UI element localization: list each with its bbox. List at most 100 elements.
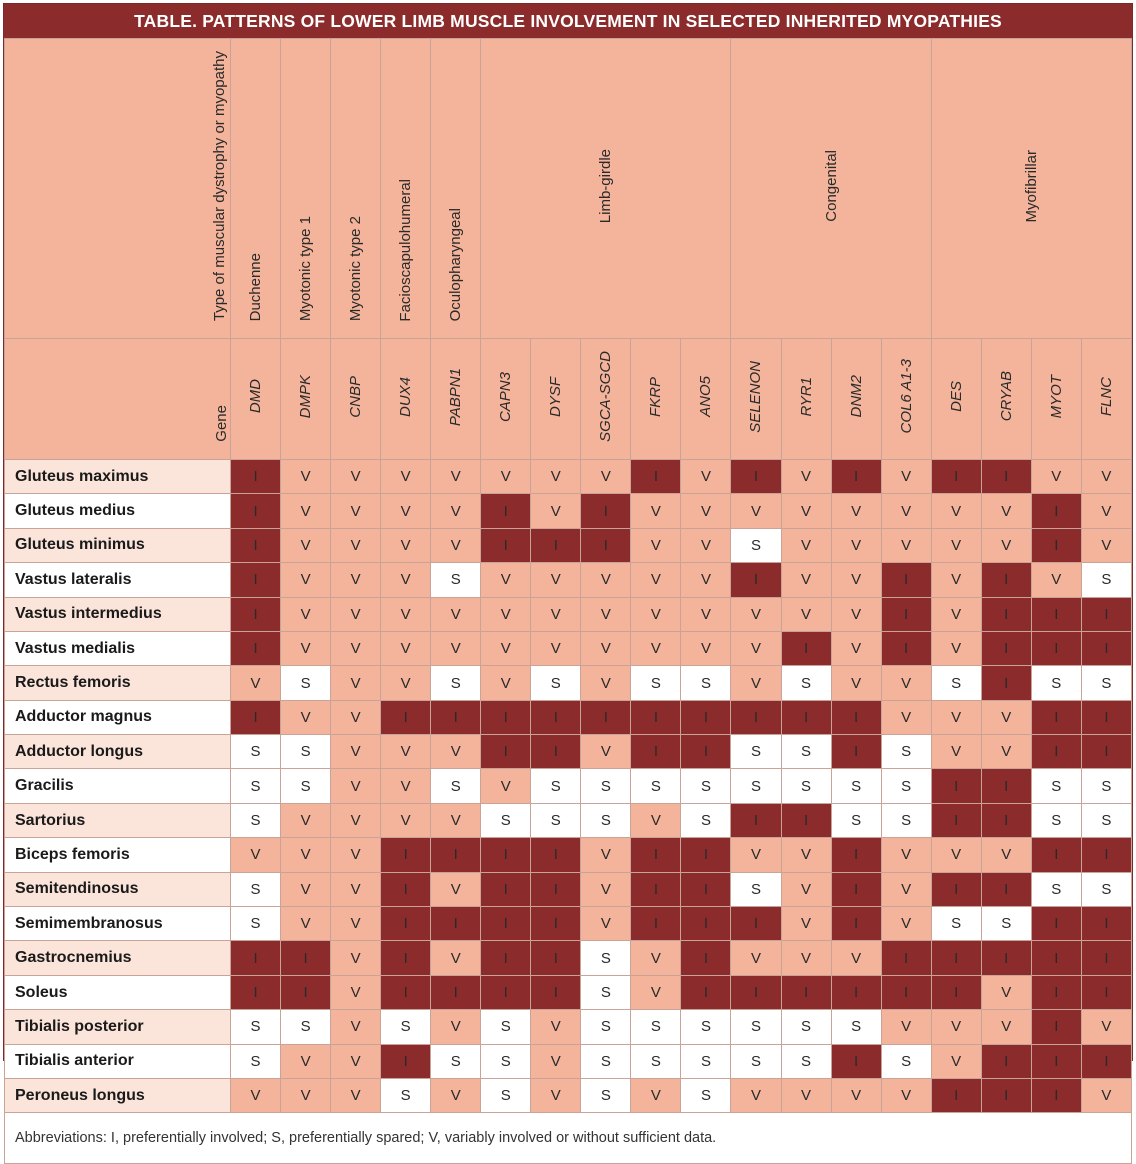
gene-label: DNM2 [847,375,865,418]
table-row: Gastrocnemius I I V I V I I S V I V V V I I I I I [4,940,1133,976]
involvement-cell: I [480,493,532,529]
involvement-cell: I [1080,906,1133,942]
muscle-name: Gluteus minimus [4,527,231,564]
involvement-cell: V [780,596,832,632]
gene-label: CNBP [347,375,365,418]
type-header: Myotonic type 1 [280,37,332,340]
involvement-cell: V [830,630,882,667]
involvement-cell: V [580,562,632,598]
gene-label: FLNC [1097,376,1115,417]
involvement-cell: I [930,974,982,1011]
involvement-cell: V [430,630,482,667]
involvement-cell: I [480,974,532,1011]
involvement-cell: I [730,802,782,839]
involvement-cell: V [430,493,482,529]
muscle-name: Gracilis [4,768,231,804]
involvement-cell: S [880,734,932,770]
involvement-cell: I [229,974,282,1011]
involvement-cell: V [680,493,732,529]
involvement-cell: S [780,768,832,804]
involvement-cell: V [530,458,582,495]
involvement-cell: V [680,562,732,598]
involvement-cell: I [630,871,682,908]
involvement-cell: I [1030,527,1082,564]
involvement-cell: S [680,768,732,804]
involvement-cell: V [630,802,682,839]
involvement-cell: V [580,734,632,770]
involvement-cell: I [680,871,732,908]
table-row: Gluteus minimus I V V V V I I I V V S V V V V V I V [4,527,1133,564]
muscle-name: Peroneus longus [4,1077,231,1114]
involvement-cell: V [880,906,932,942]
involvement-cell: V [680,458,732,495]
involvement-cell: V [880,665,932,701]
gene-header: DMD [229,338,282,460]
involvement-cell: V [1030,562,1082,598]
involvement-cell: I [229,940,282,976]
involvement-cell: V [880,837,932,873]
involvement-cell: V [330,458,382,495]
involvement-cell: S [580,1009,632,1045]
gene-header: MYOT [1030,338,1082,460]
involvement-cell: S [1080,871,1133,908]
gene-label: FKRP [647,376,665,417]
muscle-name: Adductor magnus [4,699,231,736]
involvement-cell: V [630,527,682,564]
involvement-cell: V [480,665,532,701]
involvement-cell: I [880,596,932,632]
involvement-cell: S [280,734,332,770]
type-label: Duchenne [247,252,265,322]
involvement-cell: I [1030,596,1082,632]
involvement-cell: V [580,458,632,495]
involvement-cell: I [280,974,332,1011]
gene-header: PABPN1 [430,338,482,460]
type-header: Facioscapulohumeral [380,37,432,340]
gene-label: PABPN1 [447,367,465,426]
involvement-cell: I [229,596,282,632]
involvement-cell: V [380,802,432,839]
involvement-cell: V [330,1077,382,1114]
involvement-cell: V [229,837,282,873]
involvement-cell: S [930,906,982,942]
involvement-cell: S [430,1043,482,1080]
involvement-cell: I [1080,940,1133,976]
involvement-cell: S [780,665,832,701]
table-row: Tibialis anterior S V V I S S V S S S S S I S V I I I [4,1043,1133,1080]
involvement-cell: I [830,1043,882,1080]
involvement-cell: V [580,596,632,632]
involvement-cell: I [830,837,882,873]
involvement-cell: I [930,802,982,839]
involvement-cell: I [480,699,532,736]
involvement-cell: I [930,940,982,976]
gene-header: DUX4 [380,338,432,460]
involvement-cell: V [380,768,432,804]
involvement-cell: V [330,974,382,1011]
gene-label: COL6 A1-3 [897,359,915,434]
involvement-cell: V [430,940,482,976]
involvement-cell: I [530,906,582,942]
involvement-cell: I [530,527,582,564]
involvement-cell: V [280,1077,332,1114]
involvement-cell: S [229,1009,282,1045]
table-row: Vastus medialis I V V V V V V V V V V I V I V I I I [4,630,1133,667]
involvement-cell: V [780,527,832,564]
involvement-cell: V [730,665,782,701]
involvement-cell: V [480,562,532,598]
involvement-cell: V [680,596,732,632]
involvement-cell: V [630,974,682,1011]
involvement-cell: S [780,1009,832,1045]
involvement-cell: I [680,734,732,770]
muscle-name: Sartorius [4,802,231,839]
involvement-cell: I [430,906,482,942]
involvement-cell: I [830,906,882,942]
involvement-cell: I [830,734,882,770]
involvement-cell: V [830,493,882,529]
gene-label: DMPK [297,374,315,419]
involvement-cell: I [830,699,882,736]
involvement-cell: I [229,493,282,529]
involvement-cell: I [1030,974,1082,1011]
involvement-cell: V [930,562,982,598]
gene-header: CNBP [330,338,382,460]
involvement-cell: V [930,1009,982,1045]
involvement-cell: V [830,562,882,598]
